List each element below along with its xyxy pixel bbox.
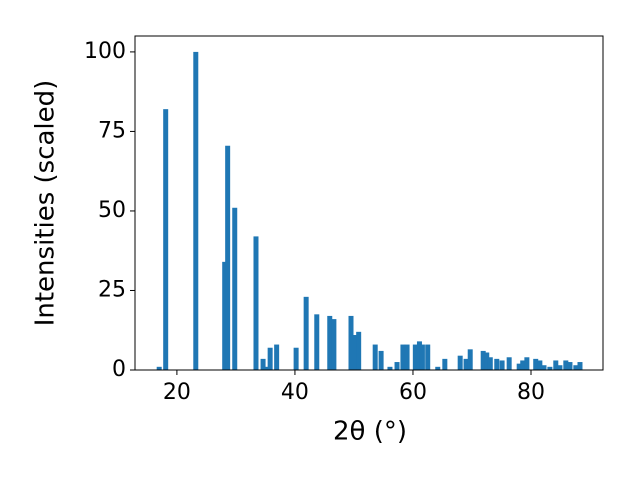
bar xyxy=(524,357,530,370)
y-tick-label: 50 xyxy=(98,198,126,223)
plot-frame xyxy=(134,35,604,371)
bar xyxy=(463,358,469,370)
bar xyxy=(400,344,406,370)
bar xyxy=(467,349,473,370)
bar xyxy=(547,366,553,370)
bar xyxy=(293,347,299,370)
bar xyxy=(156,366,162,370)
bar xyxy=(425,344,431,370)
bar xyxy=(484,352,490,370)
bar xyxy=(314,314,320,370)
bar xyxy=(563,360,569,370)
bar xyxy=(487,357,493,370)
bar xyxy=(480,350,486,370)
bar xyxy=(416,341,422,370)
bar xyxy=(378,350,384,370)
bar xyxy=(232,207,238,370)
y-tick-label: 100 xyxy=(84,39,126,64)
bar xyxy=(419,344,425,370)
bar xyxy=(263,366,269,370)
bar xyxy=(520,360,526,370)
bar xyxy=(404,344,410,370)
bar xyxy=(499,360,505,370)
bar xyxy=(225,145,231,370)
bar xyxy=(573,365,579,370)
x-tick-label: 20 xyxy=(163,380,191,405)
bar xyxy=(222,261,228,370)
bar xyxy=(163,109,169,371)
bar xyxy=(567,362,573,370)
bar xyxy=(494,358,500,370)
bar xyxy=(327,315,333,370)
x-tick-label: 40 xyxy=(281,380,309,405)
x-tick-label: 60 xyxy=(399,380,427,405)
bar xyxy=(394,362,400,370)
bar xyxy=(553,360,559,370)
bar xyxy=(442,358,448,370)
bar xyxy=(506,357,512,370)
y-tick-label: 75 xyxy=(98,118,126,143)
y-tick-label: 0 xyxy=(112,357,126,382)
bar xyxy=(533,358,539,370)
bar xyxy=(387,366,393,370)
y-axis-label: Intensities (scaled) xyxy=(31,80,61,327)
bar xyxy=(557,365,563,370)
bar xyxy=(372,344,378,370)
bar xyxy=(260,358,266,370)
bar xyxy=(577,362,583,370)
bar xyxy=(352,335,358,370)
bar xyxy=(516,363,522,370)
bar xyxy=(537,360,543,370)
bar xyxy=(435,366,441,370)
x-tick-label: 80 xyxy=(517,380,545,405)
bar xyxy=(267,347,273,370)
y-tick-label: 25 xyxy=(98,277,126,302)
bar xyxy=(348,315,354,370)
bar xyxy=(193,51,199,371)
bar xyxy=(274,344,280,370)
bar xyxy=(457,355,463,370)
x-axis-label: 2θ (°) xyxy=(333,417,407,447)
bar xyxy=(412,344,418,370)
bar xyxy=(331,319,337,370)
bar xyxy=(541,365,547,370)
bar xyxy=(253,236,259,370)
bar xyxy=(356,331,362,370)
bar xyxy=(303,296,309,370)
